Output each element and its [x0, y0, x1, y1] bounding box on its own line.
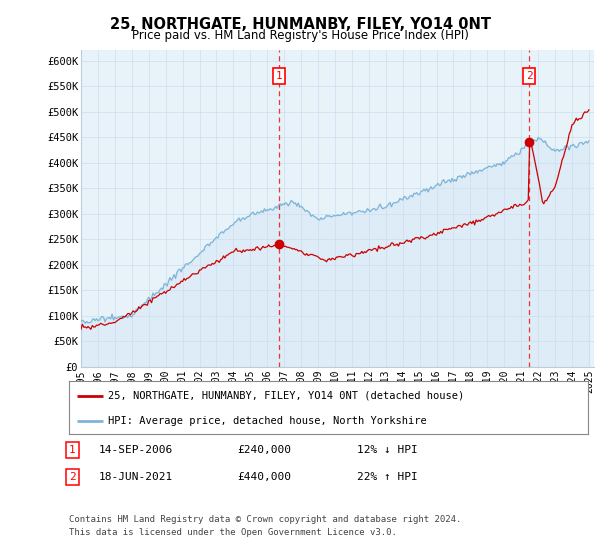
Text: 22% ↑ HPI: 22% ↑ HPI	[357, 472, 418, 482]
Text: 14-SEP-2006: 14-SEP-2006	[99, 445, 173, 455]
Text: 25, NORTHGATE, HUNMANBY, FILEY, YO14 0NT (detached house): 25, NORTHGATE, HUNMANBY, FILEY, YO14 0NT…	[108, 391, 464, 401]
Text: 12% ↓ HPI: 12% ↓ HPI	[357, 445, 418, 455]
Text: Contains HM Land Registry data © Crown copyright and database right 2024.
This d: Contains HM Land Registry data © Crown c…	[69, 515, 461, 536]
Text: HPI: Average price, detached house, North Yorkshire: HPI: Average price, detached house, Nort…	[108, 416, 427, 426]
Text: 25, NORTHGATE, HUNMANBY, FILEY, YO14 0NT: 25, NORTHGATE, HUNMANBY, FILEY, YO14 0NT	[110, 17, 491, 32]
Text: Price paid vs. HM Land Registry's House Price Index (HPI): Price paid vs. HM Land Registry's House …	[131, 29, 469, 42]
Text: 2: 2	[526, 71, 532, 81]
Text: 1: 1	[69, 445, 76, 455]
Text: £240,000: £240,000	[237, 445, 291, 455]
Text: £440,000: £440,000	[237, 472, 291, 482]
Text: 18-JUN-2021: 18-JUN-2021	[99, 472, 173, 482]
Text: 2: 2	[69, 472, 76, 482]
Text: 1: 1	[276, 71, 283, 81]
